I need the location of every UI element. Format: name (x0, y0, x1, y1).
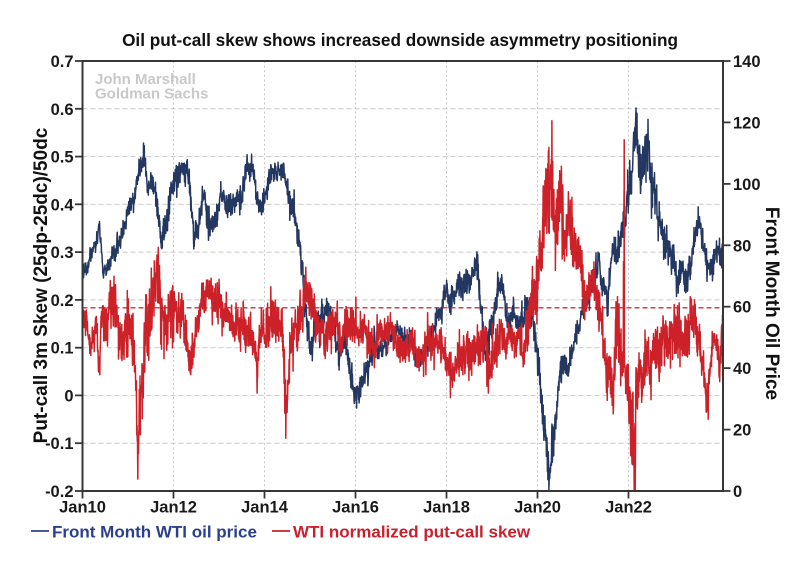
svg-text:Front Month Oil Price: Front Month Oil Price (761, 207, 782, 400)
svg-text:0.3: 0.3 (51, 244, 74, 262)
svg-text:60: 60 (733, 299, 751, 317)
svg-text:Jan16: Jan16 (332, 499, 379, 517)
svg-text:Put-call 3m Skew (25dp-25dc)/5: Put-call 3m Skew (25dp-25dc)/50dc (31, 127, 52, 443)
svg-text:0: 0 (64, 387, 73, 405)
svg-text:-0.1: -0.1 (45, 435, 73, 453)
svg-text:0.5: 0.5 (51, 149, 74, 167)
svg-text:20: 20 (733, 422, 751, 440)
svg-text:Jan20: Jan20 (514, 499, 561, 517)
svg-text:Jan22: Jan22 (605, 499, 652, 517)
svg-text:Front Month WTI oil price: Front Month WTI oil price (52, 523, 257, 542)
svg-text:0.7: 0.7 (51, 53, 74, 71)
svg-text:John Marshall: John Marshall (95, 71, 196, 88)
svg-text:120: 120 (733, 114, 761, 132)
svg-text:0.2: 0.2 (51, 292, 74, 310)
svg-text:Jan18: Jan18 (423, 499, 470, 517)
svg-text:0.1: 0.1 (51, 340, 74, 358)
svg-text:Jan14: Jan14 (241, 499, 289, 517)
svg-text:0.6: 0.6 (51, 101, 74, 119)
svg-text:Goldman Sachs: Goldman Sachs (95, 86, 208, 103)
svg-text:0: 0 (733, 483, 742, 501)
svg-text:100: 100 (733, 176, 761, 194)
svg-text:Oil put-call skew shows increa: Oil put-call skew shows increased downsi… (122, 30, 678, 50)
svg-text:-0.2: -0.2 (45, 483, 73, 501)
svg-text:40: 40 (733, 360, 751, 378)
svg-text:80: 80 (733, 237, 751, 255)
svg-text:0.4: 0.4 (51, 196, 75, 214)
svg-text:140: 140 (733, 53, 761, 71)
svg-text:WTI normalized put-call skew: WTI normalized put-call skew (293, 523, 531, 542)
svg-text:Jan12: Jan12 (150, 499, 197, 517)
svg-text:Jan10: Jan10 (59, 499, 106, 517)
